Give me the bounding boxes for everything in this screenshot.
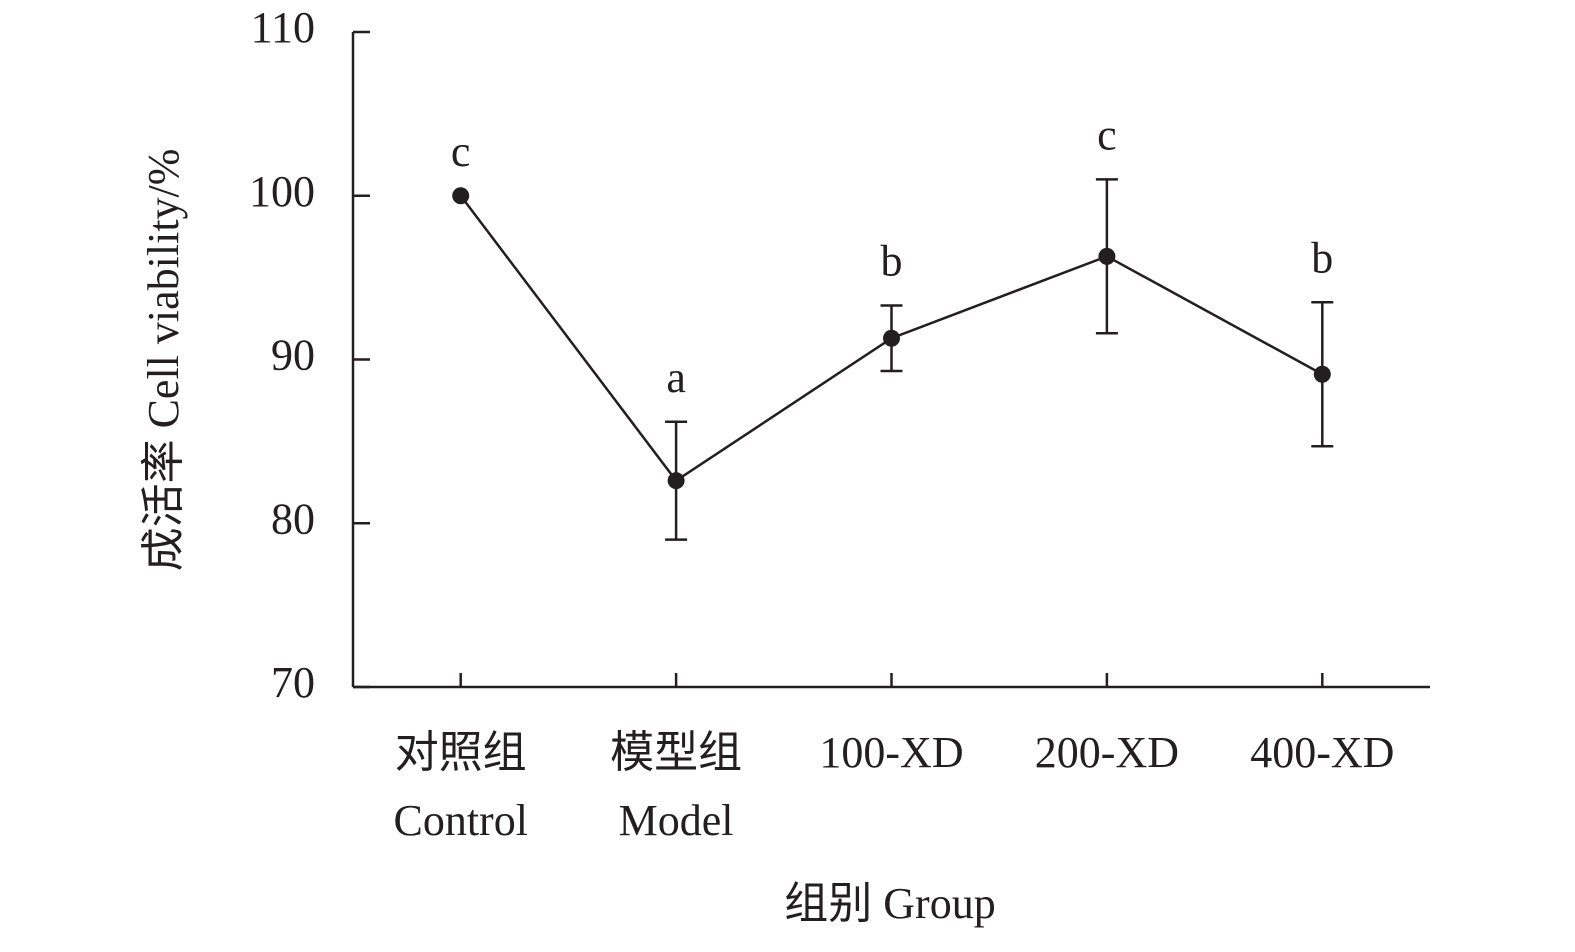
significance-letter: b	[881, 237, 903, 286]
x-tick-label: 100-XD	[819, 728, 963, 777]
data-point	[1098, 247, 1116, 265]
data-point	[883, 329, 900, 347]
data-point	[667, 472, 685, 490]
x-axis-label: 组别 Group	[784, 879, 995, 928]
x-tick-label: 200-XD	[1035, 728, 1179, 777]
y-axis-label: 成活率 Cell viability/%	[139, 149, 188, 572]
x-tick-label: 模型组 Model	[610, 728, 742, 845]
y-tick-label: 100	[249, 167, 315, 216]
y-tick-label: 80	[271, 494, 315, 543]
y-tick-label: 110	[251, 3, 315, 52]
data-point	[1313, 365, 1331, 383]
significance-letter: c	[1097, 110, 1117, 159]
y-tick-label: 90	[271, 331, 315, 380]
significance-letter: b	[1311, 233, 1333, 282]
data-point	[452, 187, 470, 205]
significance-letter: c	[451, 127, 471, 176]
y-tick-label: 70	[271, 658, 315, 707]
x-tick-label: 对照组 Control	[393, 728, 527, 845]
x-tick-label: 400-XD	[1250, 728, 1394, 777]
significance-letter: a	[666, 353, 686, 402]
